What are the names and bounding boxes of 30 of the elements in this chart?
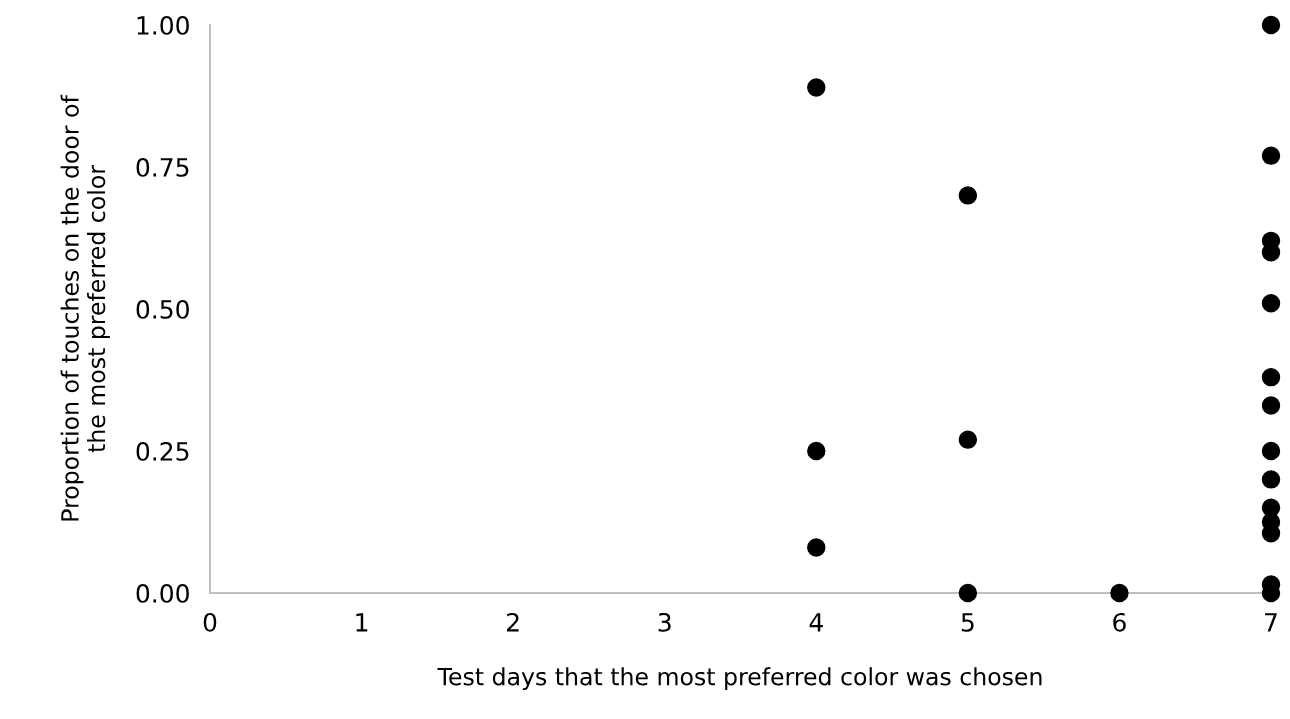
point (1261, 294, 1281, 313)
point (1261, 441, 1281, 461)
point (1110, 583, 1129, 603)
point (807, 78, 826, 97)
x-tick-label: 1 (356, 613, 368, 632)
y-tick-label: 0.00 (136, 583, 189, 603)
x-tick-label: 4 (809, 613, 823, 632)
y-tick-label: 0.75 (136, 157, 189, 177)
point (1261, 367, 1281, 387)
x-axis-title: Test days that the most preferred color was chosen (437, 667, 1042, 691)
y-tick-label: 1.00 (137, 15, 189, 35)
y-tick-label: 0.25 (136, 441, 189, 461)
x-tick-label: 5 (961, 613, 974, 632)
y-axis-title: Proportion of touches on the door of the most preferred color (60, 94, 110, 521)
point (1261, 470, 1281, 489)
point (1261, 524, 1281, 543)
point (1261, 146, 1281, 165)
y-tick-label: 0.50 (136, 299, 189, 319)
point (1261, 15, 1281, 35)
x-tick-label: 7 (1265, 613, 1277, 632)
x-tick-label: 3 (658, 612, 671, 632)
point (807, 441, 826, 461)
point (807, 538, 826, 557)
point (958, 583, 978, 603)
x-tick-label: 2 (507, 612, 519, 632)
point (958, 186, 978, 205)
x-tick-label: 6 (1113, 612, 1126, 632)
point (958, 430, 978, 449)
x-tick-label: 0 (203, 612, 217, 632)
point (1261, 396, 1281, 415)
